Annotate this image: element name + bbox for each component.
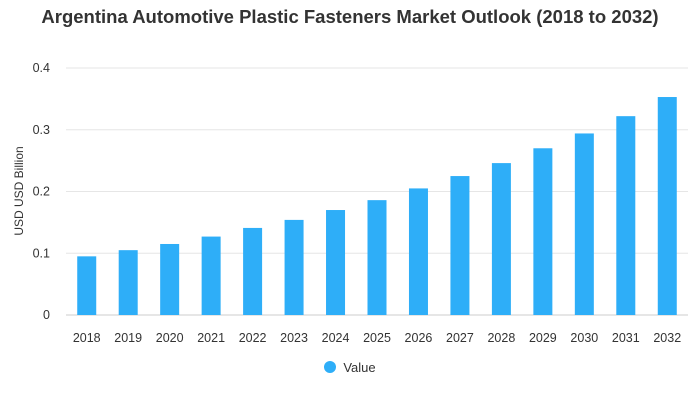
bar-2025[interactable] [367, 200, 387, 315]
bar-2024[interactable] [326, 210, 346, 315]
x-tick-label: 2020 [156, 331, 184, 345]
x-tick-label: 2031 [612, 331, 640, 345]
x-tick-label: 2029 [529, 331, 557, 345]
bar-2023[interactable] [284, 219, 304, 315]
y-tick-label: 0.4 [33, 61, 50, 75]
legend-label: Value [343, 360, 376, 375]
x-tick-label: 2019 [114, 331, 142, 345]
bar-2026[interactable] [408, 188, 428, 315]
x-tick-label: 2021 [197, 331, 225, 345]
legend[interactable]: Value [0, 360, 700, 375]
legend-swatch-icon [324, 361, 337, 373]
x-tick-label: 2032 [653, 331, 681, 345]
bar-2030[interactable] [574, 133, 594, 315]
y-tick-label: 0.3 [33, 123, 50, 137]
bar-2018[interactable] [77, 256, 97, 315]
x-tick-label: 2027 [446, 331, 474, 345]
x-tick-label: 2022 [239, 331, 267, 345]
x-tick-label: 2026 [405, 331, 433, 345]
y-tick-label: 0.2 [33, 185, 50, 199]
bar-2021[interactable] [201, 236, 221, 315]
y-tick-label: 0.1 [33, 246, 50, 260]
x-tick-label: 2028 [487, 331, 515, 345]
x-tick-label: 2018 [73, 331, 101, 345]
x-tick-label: 2024 [322, 331, 350, 345]
y-tick-label: 0 [43, 308, 50, 322]
bar-2022[interactable] [243, 227, 263, 315]
bar-2031[interactable] [616, 116, 636, 315]
bar-2029[interactable] [533, 148, 553, 315]
bar-2028[interactable] [491, 163, 511, 315]
chart-title: Argentina Automotive Plastic Fasteners M… [41, 6, 659, 27]
x-axis-ticks: 2018 2019 2020 2021 2022 2023 2024 2025 2026 2027… [73, 331, 681, 345]
x-tick-label: 2023 [280, 331, 308, 345]
x-tick-label: 2025 [363, 331, 391, 345]
y-axis-label: USD USD Billion [12, 146, 26, 235]
bar-2020[interactable] [160, 243, 180, 315]
bars [77, 97, 677, 316]
bar-2019[interactable] [118, 250, 138, 315]
y-axis-ticks: 0 0.1 0.2 0.3 0.4 [33, 61, 50, 322]
bar-2027[interactable] [450, 176, 470, 315]
bar-2032[interactable] [657, 97, 677, 316]
x-tick-label: 2030 [570, 331, 598, 345]
